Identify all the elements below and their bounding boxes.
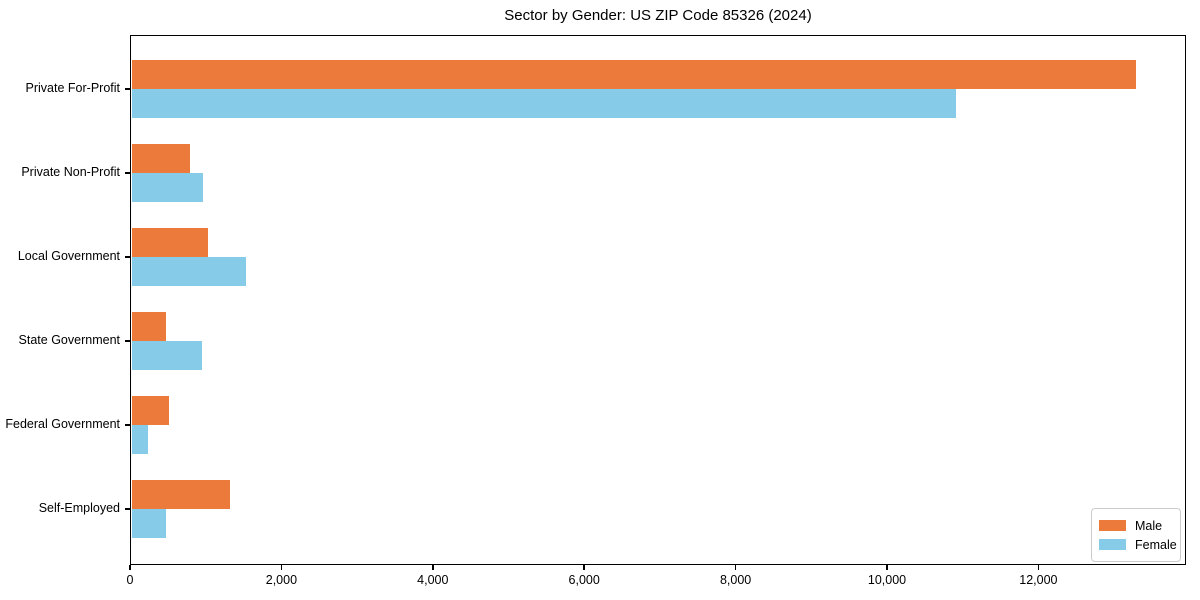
bar-male-private-for-profit <box>131 60 1137 89</box>
y-category-label-local-government: Local Government <box>17 249 120 263</box>
legend-item-female: Female <box>1099 536 1177 553</box>
x-tick <box>734 565 737 570</box>
y-tick <box>125 88 130 90</box>
y-tick <box>125 340 130 342</box>
x-tick-label: 8,000 <box>719 573 752 587</box>
x-tick-label: 12,000 <box>1019 573 1058 587</box>
bar-male-federal-government <box>131 396 169 425</box>
y-tick <box>125 256 130 258</box>
x-tick-label: 6,000 <box>568 573 600 587</box>
bar-female-self-employed <box>131 509 166 538</box>
y-category-label-federal-government: Federal Government <box>5 417 120 431</box>
plot-area <box>130 35 1186 565</box>
y-tick <box>125 172 130 174</box>
bar-female-federal-government <box>131 425 149 454</box>
chart-title: Sector by Gender: US ZIP Code 85326 (202… <box>504 7 812 24</box>
bar-female-private-for-profit <box>131 89 956 118</box>
bar-male-self-employed <box>131 480 230 509</box>
y-tick <box>125 508 130 510</box>
x-tick <box>1037 565 1040 570</box>
legend-swatch-female-icon <box>1099 539 1126 550</box>
bar-male-private-non-profit <box>131 144 190 173</box>
bar-female-private-non-profit <box>131 173 204 202</box>
x-tick-label: 0 <box>126 573 134 587</box>
y-category-label-private-non-profit: Private Non-Profit <box>21 165 120 179</box>
bar-male-local-government <box>131 228 208 257</box>
legend: Male Female <box>1091 508 1181 562</box>
x-tick-label: 10,000 <box>867 573 907 587</box>
legend-label-female: Female <box>1135 537 1177 552</box>
y-category-label-state-government: State Government <box>18 333 120 347</box>
x-tick <box>432 565 434 570</box>
legend-swatch-male-icon <box>1099 520 1126 531</box>
y-category-label-private-for-profit: Private For-Profit <box>25 81 120 95</box>
x-tick <box>583 565 585 570</box>
legend-label-male: Male <box>1135 518 1163 533</box>
bar-male-state-government <box>131 312 166 341</box>
y-category-label-self-employed: Self-Employed <box>38 501 120 515</box>
x-tick-label: 4,000 <box>417 573 449 587</box>
y-tick <box>125 424 130 426</box>
x-tick <box>129 565 131 570</box>
x-tick <box>280 565 283 570</box>
x-tick-label: 2,000 <box>265 573 298 587</box>
x-tick <box>886 565 888 570</box>
bar-female-local-government <box>131 257 247 286</box>
bar-female-state-government <box>131 341 202 370</box>
legend-item-male: Male <box>1099 517 1172 534</box>
